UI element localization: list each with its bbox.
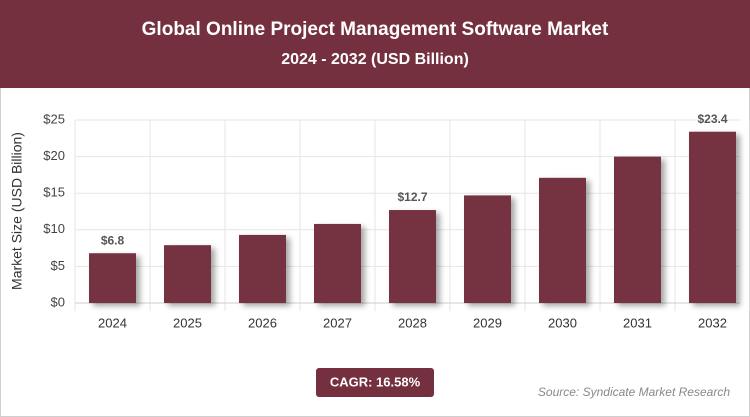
x-tick-label: 2027 — [323, 315, 352, 330]
y-tick-label: $15 — [43, 185, 65, 200]
cagr-label: CAGR: 16.58% — [330, 374, 421, 389]
bar — [464, 195, 511, 303]
x-tick-label: 2028 — [398, 315, 427, 330]
value-label: $12.7 — [397, 190, 427, 204]
y-axis-title: Market Size (USD Billion) — [9, 132, 25, 290]
y-tick-label: $5 — [51, 258, 65, 273]
bar — [89, 253, 136, 303]
header — [0, 0, 750, 88]
bar — [614, 156, 661, 303]
bar — [314, 223, 361, 303]
bar — [239, 234, 286, 303]
cagr-box — [316, 368, 434, 397]
y-tick-label: $0 — [51, 294, 65, 309]
y-tick-label: $10 — [43, 221, 65, 236]
x-tick-label: 2025 — [173, 315, 202, 330]
x-tick-label: 2024 — [98, 315, 127, 330]
bar — [539, 177, 586, 303]
bar — [389, 210, 436, 303]
y-tick-label: $20 — [43, 148, 65, 163]
value-label: $6.8 — [101, 233, 125, 247]
chart-subtitle: 2024 - 2032 (USD Billion) — [281, 51, 469, 68]
y-tick-label: $25 — [43, 111, 65, 126]
x-tick-label: 2026 — [248, 315, 277, 330]
x-tick-label: 2032 — [698, 315, 727, 330]
chart-title: Global Online Project Management Softwar… — [142, 19, 609, 40]
value-label: $23.4 — [697, 112, 727, 126]
x-tick-label: 2029 — [473, 315, 502, 330]
bar — [164, 245, 211, 303]
source-note: Source: Syndicate Market Research — [538, 385, 730, 399]
x-tick-label: 2031 — [623, 315, 652, 330]
x-tick-label: 2030 — [548, 315, 577, 330]
bar — [689, 131, 736, 303]
